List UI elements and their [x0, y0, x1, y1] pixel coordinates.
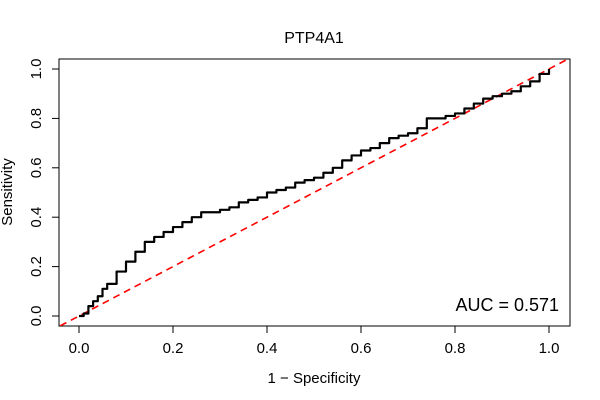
x-tick-label: 0.4: [257, 340, 278, 357]
roc-curve-line: [79, 69, 551, 318]
x-tick-label: 0.8: [445, 340, 466, 357]
x-tick-label: 1.0: [539, 340, 560, 357]
y-tick-label: 0.2: [28, 256, 45, 277]
y-tick-label: 0.6: [28, 157, 45, 178]
x-axis-title: 1 − Specificity: [268, 370, 361, 387]
y-axis-title: Sensitivity: [0, 158, 16, 226]
y-tick-label: 0.4: [28, 207, 45, 228]
y-tick-label: 1.0: [28, 59, 45, 80]
x-tick-label: 0.6: [351, 340, 372, 357]
y-tick-label: 0.0: [28, 306, 45, 327]
chart-title: PTP4A1: [284, 30, 344, 47]
auc-annotation: AUC = 0.571: [455, 295, 559, 315]
y-axis: 0.0 0.2 0.4 0.6 0.8 1.0: [28, 59, 59, 327]
x-axis: 0.0 0.2 0.4 0.6 0.8 1.0: [69, 326, 560, 357]
x-tick-label: 0.0: [69, 340, 90, 357]
x-tick-label: 0.2: [163, 340, 184, 357]
plot-frame: [58, 58, 571, 327]
y-tick-label: 0.8: [28, 108, 45, 129]
series-layer: [59, 59, 569, 326]
